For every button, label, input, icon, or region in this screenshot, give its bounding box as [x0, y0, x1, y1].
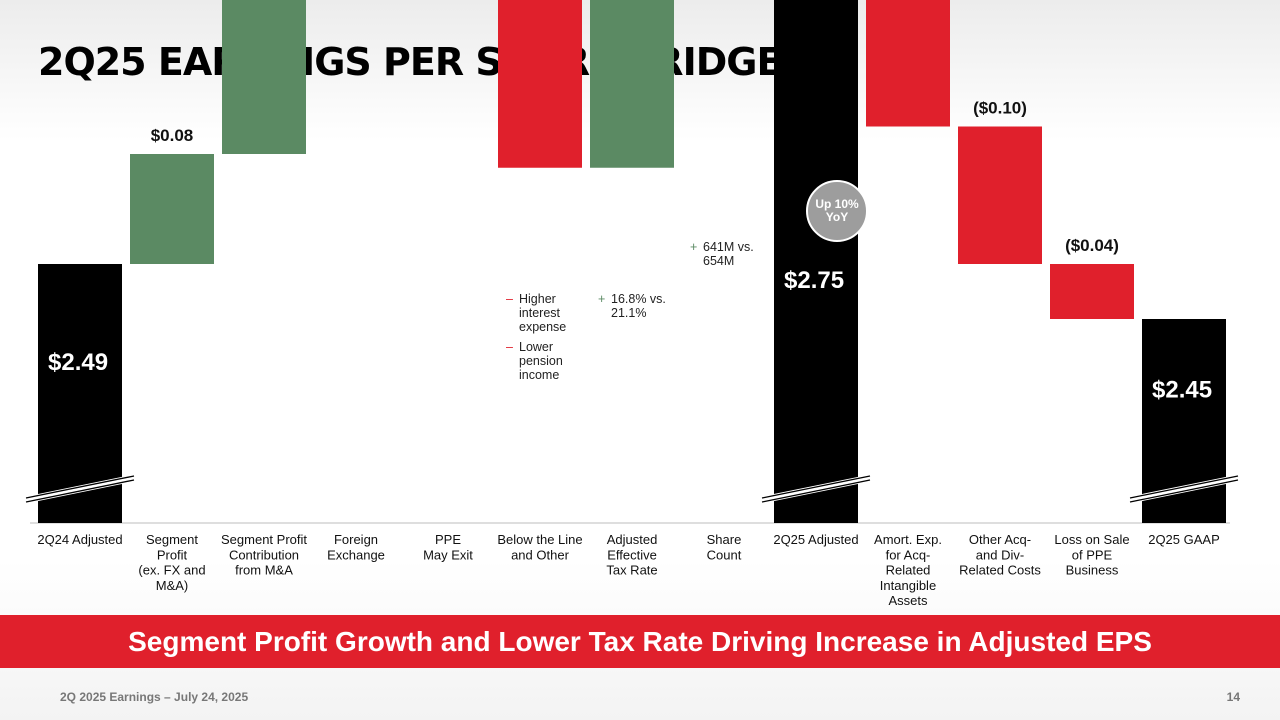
- delta-bar-10: [958, 126, 1042, 264]
- share-count-notes: + 641M vs. 654M: [690, 240, 770, 274]
- bar-value-label: ($0.10): [973, 99, 1027, 118]
- delta-bar-2: [222, 0, 306, 154]
- note-text: Lower pension income: [519, 340, 563, 382]
- delta-bar-1: [130, 154, 214, 264]
- tax-rate-notes: + 16.8% vs. 21.1%: [598, 292, 678, 326]
- delta-bar-5: [498, 0, 582, 168]
- yoy-badge-line2: YoY: [825, 210, 849, 224]
- bar-value-label: ($0.04): [1065, 236, 1119, 255]
- total-value-label: $2.45: [1152, 377, 1212, 404]
- minus-icon: –: [506, 340, 513, 354]
- delta-bar-9: [866, 0, 950, 127]
- yoy-badge: Up 10% YoY: [806, 180, 868, 242]
- note-row: + 16.8% vs. 21.1%: [598, 292, 678, 320]
- total-bar-8: [774, 0, 858, 523]
- note-row: + 641M vs. 654M: [690, 240, 770, 268]
- category-label: Segment Profit Contribution from M&A: [221, 532, 307, 578]
- category-label: Share Count: [707, 532, 742, 562]
- category-label: 2Q25 GAAP: [1148, 532, 1220, 547]
- key-message-banner: Segment Profit Growth and Lower Tax Rate…: [0, 615, 1280, 668]
- category-label: Other Acq-and Div-Related Costs: [959, 532, 1041, 578]
- category-label: Segment Profit (ex. FX and M&A): [138, 532, 205, 593]
- footer-text: 2Q 2025 Earnings – July 24, 2025: [60, 690, 249, 704]
- note-text: 16.8% vs. 21.1%: [611, 292, 666, 320]
- page-number: 14: [1226, 690, 1240, 704]
- category-label: PPE May Exit: [423, 532, 473, 562]
- minus-icon: –: [506, 292, 513, 306]
- axis-break-mark: [1129, 474, 1239, 504]
- category-label: Amort. Exp. for Acq-Related Intangible Asse…: [874, 532, 942, 608]
- note-text: Higher interest expense: [519, 292, 567, 334]
- note-row: – Lower pension income: [506, 340, 586, 382]
- total-value-label: $2.49: [48, 349, 108, 376]
- category-label: 2Q25 Adjusted: [773, 532, 858, 547]
- below-line-notes: – Higher interest expense – Lower pensio…: [506, 292, 586, 388]
- category-label: 2Q24 Adjusted: [37, 532, 122, 547]
- yoy-badge-line1: Up 10%: [815, 197, 859, 211]
- total-value-label: $2.75: [784, 267, 844, 294]
- axis-break-mark: [761, 474, 871, 504]
- note-row: – Higher interest expense: [506, 292, 586, 334]
- category-label: Foreign Exchange: [327, 532, 385, 562]
- category-label: Loss on Sale of PPE Business: [1054, 532, 1129, 578]
- delta-bar-6: [590, 0, 674, 168]
- bar-value-label: $0.08: [151, 126, 194, 145]
- note-text: 641M vs. 654M: [703, 240, 754, 268]
- plus-icon: +: [598, 292, 606, 306]
- category-label: Adjusted Effective Tax Rate: [606, 532, 657, 578]
- category-label: Below the Line and Other: [497, 532, 582, 562]
- delta-bar-11: [1050, 264, 1134, 319]
- eps-bridge-chart: $2.49 2Q24 Adjusted $0.08 Segment Profit (ex.…: [25, 0, 1239, 608]
- axis-break-mark: [25, 474, 135, 504]
- plus-icon: +: [690, 240, 698, 254]
